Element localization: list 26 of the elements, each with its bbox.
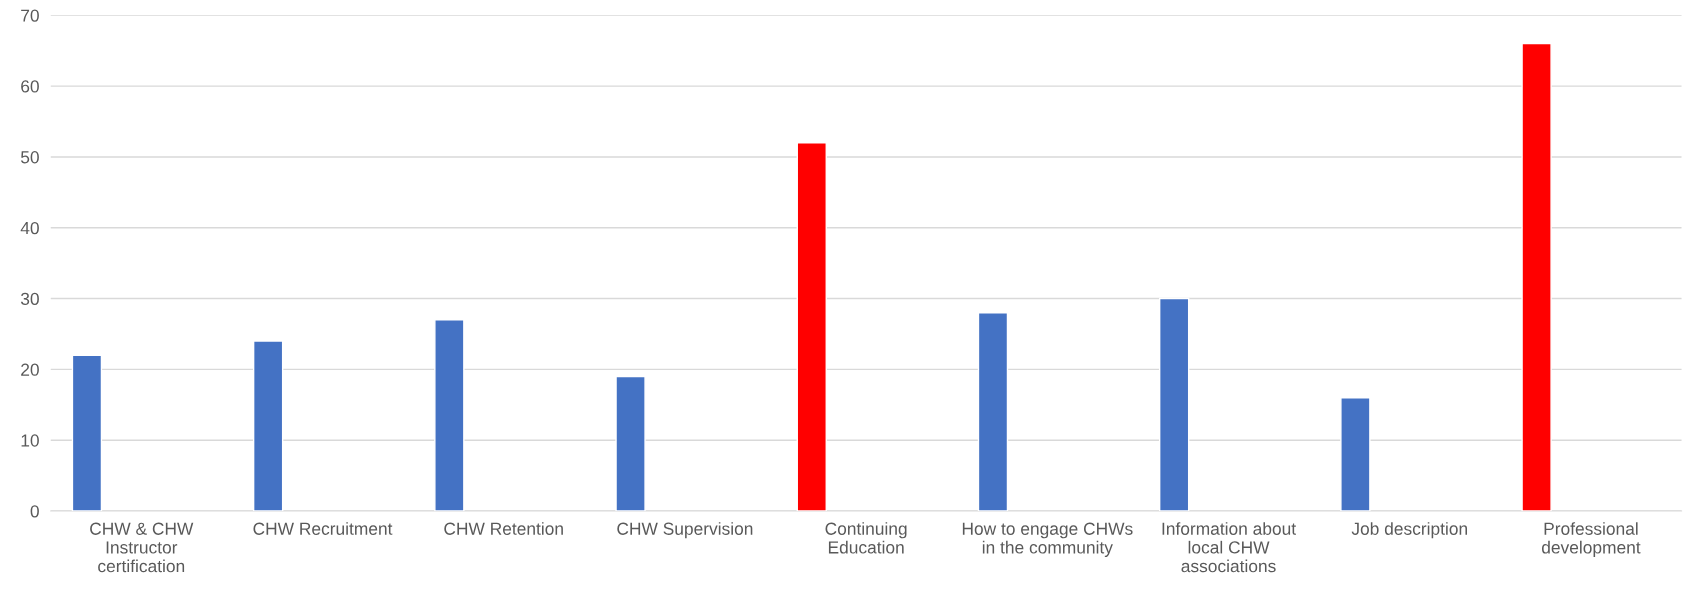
bar: [434, 319, 465, 512]
x-tick-label: CHW Supervision: [617, 522, 753, 539]
y-tick-label: 50: [20, 151, 39, 164]
y-tick-label: 20: [21, 363, 39, 376]
bar: [1158, 297, 1190, 512]
x-tick-label: Professional development: [1541, 522, 1641, 558]
bar: [71, 354, 103, 512]
y-tick-label: 0: [30, 505, 39, 518]
bar: [615, 375, 646, 512]
bar: [252, 340, 284, 512]
x-tick-label: Information about local CHW associations: [1162, 522, 1296, 573]
bar: [1521, 42, 1552, 512]
x-tick-label: CHW & CHW Instructor certification: [90, 522, 194, 573]
x-tick-label: CHW Retention: [444, 522, 563, 535]
y-tick-label: 30: [20, 292, 39, 306]
bar: [1340, 397, 1371, 512]
y-tick-label: 60: [21, 80, 39, 93]
bar: [977, 312, 1009, 512]
x-tick-label: CHW Recruitment: [253, 522, 393, 535]
x-tick-label: Continuing Education: [825, 522, 907, 554]
x-tick-label: Job description: [1351, 522, 1467, 539]
bar: [796, 142, 827, 512]
x-tick-label: How to engage CHWs in the community: [962, 522, 1133, 558]
y-tick-label: 70: [21, 9, 39, 22]
y-tick-label: 10: [21, 434, 39, 447]
y-tick-label: 40: [20, 221, 39, 235]
